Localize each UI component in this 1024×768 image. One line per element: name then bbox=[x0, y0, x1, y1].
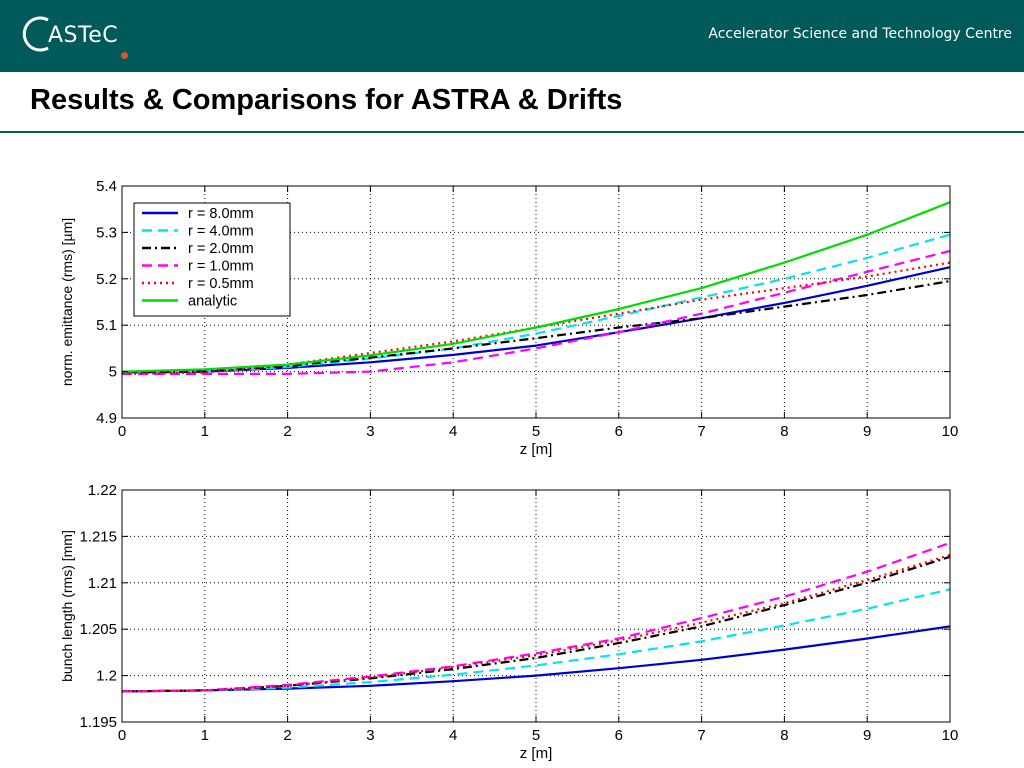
x-tick-label: 1 bbox=[201, 727, 209, 744]
x-tick-label: 0 bbox=[118, 423, 126, 440]
legend-label: r = 0.5mm bbox=[188, 276, 254, 292]
x-axis-label: z [m] bbox=[520, 441, 553, 458]
series-line-1 bbox=[121, 266, 951, 374]
series-line-2 bbox=[121, 233, 951, 374]
x-tick-label: 3 bbox=[366, 423, 374, 440]
x-tick-label: 9 bbox=[863, 727, 871, 744]
legend-label: r = 1.0mm bbox=[188, 259, 254, 275]
slide-title: Results & Comparisons for ASTRA & Drifts bbox=[30, 84, 623, 116]
x-tick-label: 10 bbox=[942, 423, 959, 440]
series-line-5 bbox=[121, 553, 951, 693]
y-tick-label: 1.215 bbox=[79, 528, 117, 545]
organization-name: Accelerator Science and Technology Centr… bbox=[708, 26, 1012, 42]
x-tick-label: 7 bbox=[697, 423, 705, 440]
y-axis-label: bunch length (rms) [mm] bbox=[59, 530, 75, 682]
x-tick-label: 6 bbox=[615, 727, 623, 744]
y-tick-label: 1.195 bbox=[79, 714, 117, 731]
series-line-4 bbox=[122, 249, 951, 375]
y-tick-label: 1.2 bbox=[96, 668, 117, 685]
y-tick-label: 1.205 bbox=[79, 621, 117, 638]
legend-box bbox=[133, 202, 291, 317]
series-line-2 bbox=[121, 588, 951, 693]
logo-text: ASTeC bbox=[48, 23, 119, 48]
x-tick-label: 1 bbox=[201, 423, 209, 440]
logo-dot bbox=[121, 52, 128, 59]
x-tick-label: 3 bbox=[366, 727, 374, 744]
title-divider bbox=[0, 131, 1024, 133]
x-tick-label: 4 bbox=[449, 423, 457, 440]
x-tick-label: 5 bbox=[532, 727, 540, 744]
astec-logo: ASTeC bbox=[18, 14, 128, 59]
x-axis-label: z [m] bbox=[520, 745, 553, 762]
legend-label: r = 4.0mm bbox=[188, 224, 254, 240]
x-tick-label: 7 bbox=[697, 727, 705, 744]
x-tick-label: 8 bbox=[780, 727, 788, 744]
x-tick-label: 2 bbox=[283, 423, 291, 440]
x-tick-label: 6 bbox=[615, 423, 623, 440]
x-tick-label: 10 bbox=[942, 727, 959, 744]
y-tick-label: 5.1 bbox=[96, 317, 117, 334]
chart-1: 0 1 2 3 4 5 6 7 8 9 10 4.9 5 5.1 5.2 5.3 5.4 z [m] norm. e… bbox=[59, 178, 958, 458]
series-line-6 bbox=[121, 201, 951, 373]
charts-svg: 0 1 2 3 4 5 6 7 8 9 104.955.15.25.35.4z [m]norm. e… bbox=[59, 178, 958, 762]
y-tick-label: 5.2 bbox=[96, 271, 117, 288]
legend-label: r = 8.0mm bbox=[188, 206, 254, 222]
y-axis-label: norm. emittance (rms) [µm] bbox=[59, 218, 75, 386]
x-tick-label: 8 bbox=[780, 423, 788, 440]
y-tick-label: 5.4 bbox=[96, 178, 117, 195]
legend-label: r = 2.0mm bbox=[188, 241, 254, 257]
series-line-1 bbox=[121, 625, 951, 693]
y-tick-label: 1.21 bbox=[88, 575, 117, 592]
x-tick-label: 2 bbox=[283, 727, 291, 744]
y-tick-label: 5 bbox=[109, 364, 117, 381]
logo-arc-icon bbox=[22, 16, 49, 52]
x-tick-label: 0 bbox=[118, 727, 126, 744]
header-bar: ASTeC Accelerator Science and Technology… bbox=[0, 0, 1024, 72]
y-tick-label: 4.9 bbox=[96, 410, 117, 427]
x-tick-label: 4 bbox=[449, 727, 457, 744]
x-tick-label: 5 bbox=[532, 423, 540, 440]
chart-2: 0 1 2 3 4 5 6 7 8 9 10 1.195 1.2 1.205 1.21 1.215 1.22 z … bbox=[59, 482, 958, 762]
x-tick-label: 9 bbox=[863, 423, 871, 440]
y-tick-label: 5.3 bbox=[96, 224, 117, 241]
y-tick-label: 1.22 bbox=[88, 482, 117, 499]
series-line-4 bbox=[121, 541, 951, 693]
legend-label: analytic bbox=[188, 294, 237, 310]
